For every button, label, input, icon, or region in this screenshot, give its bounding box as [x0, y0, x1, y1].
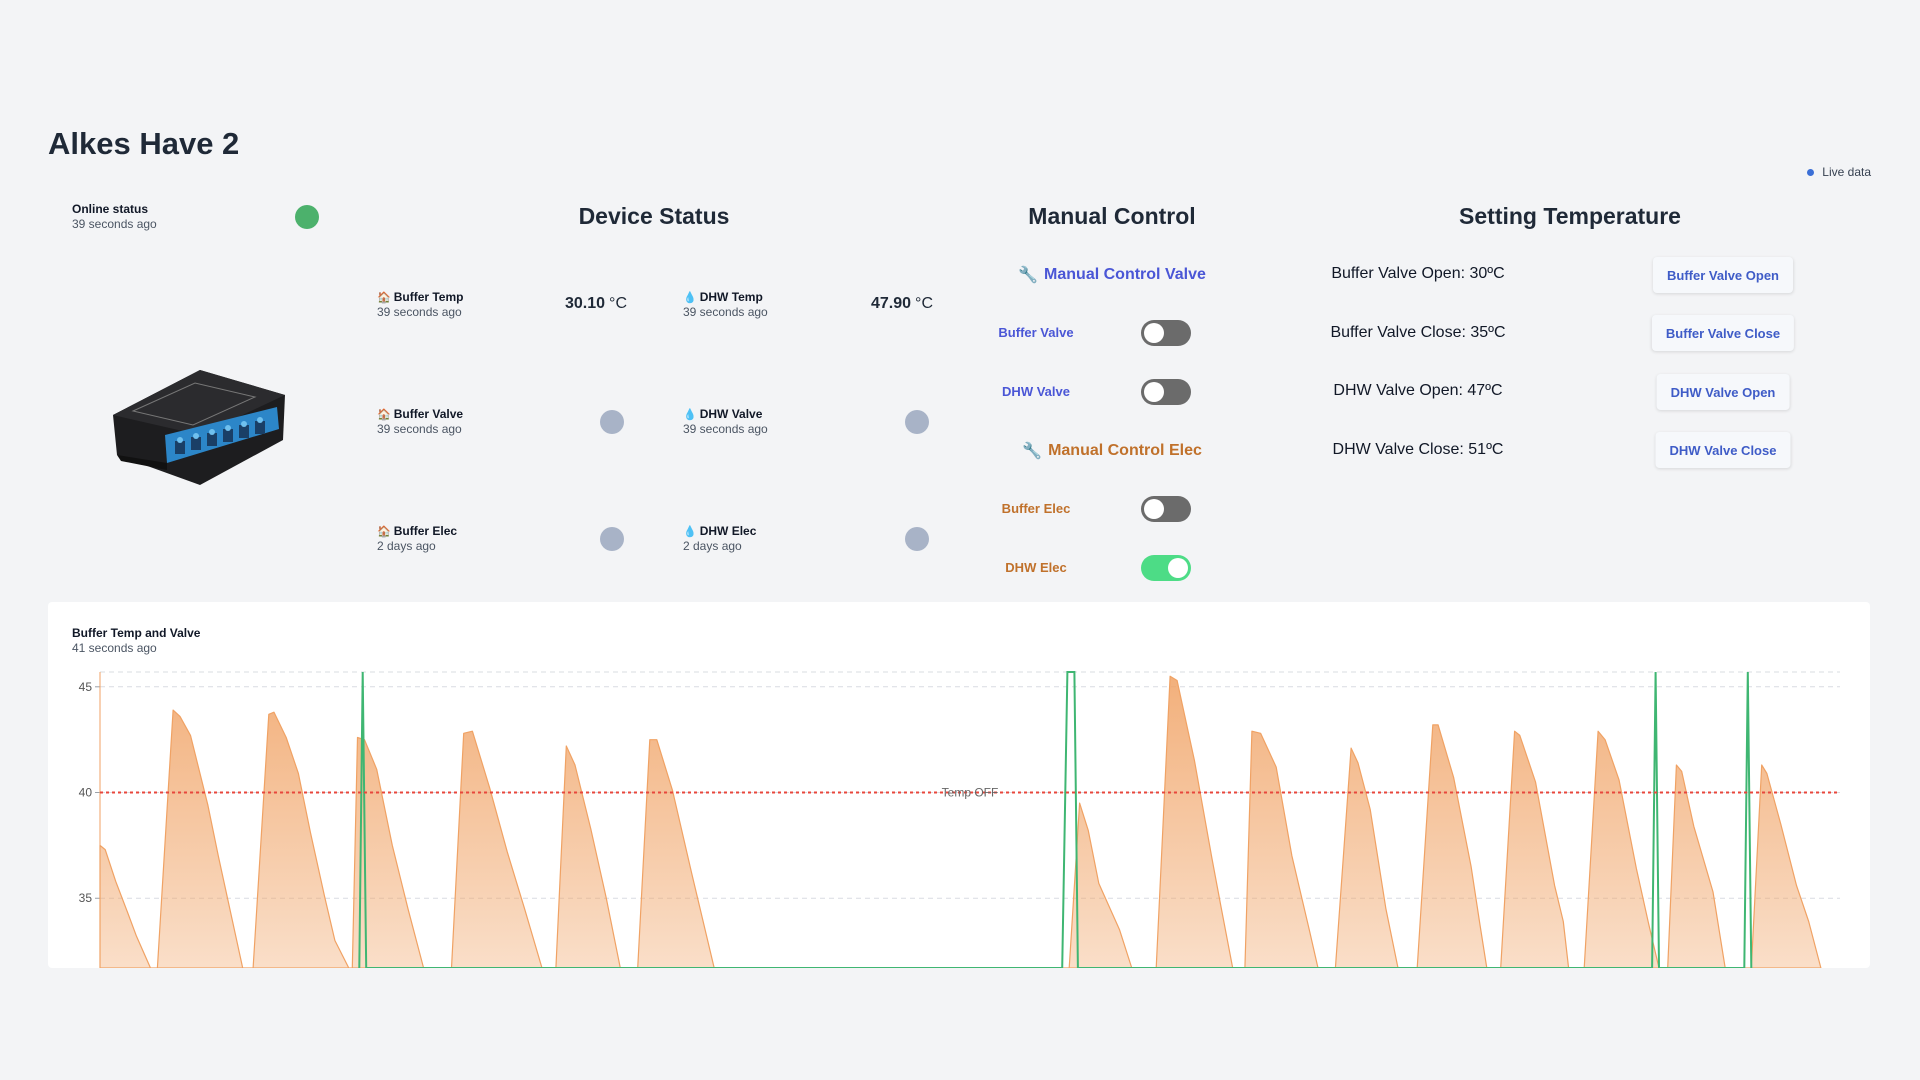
- house-icon: 🏠: [377, 291, 391, 304]
- status-item-dhw-temp: 💧 DHW Temp 39 seconds ago: [683, 290, 768, 319]
- dhw-elec-state-indicator: [905, 527, 929, 551]
- toggle-knob: [1144, 499, 1164, 519]
- dhw-valve-close-button[interactable]: DHW Valve Close: [1655, 432, 1791, 468]
- status-ago: 2 days ago: [683, 539, 742, 553]
- status-item-buffer-elec: 🏠 Buffer Elec 2 days ago: [377, 524, 457, 553]
- dhw-temp-unit: °C: [915, 295, 933, 312]
- dhw-temp-number: 47.90: [871, 295, 912, 312]
- dhw-temp-value: 47.90 °C: [871, 295, 933, 313]
- y-tick-label: 40: [79, 786, 93, 800]
- chart-card-title: Buffer Temp and Valve: [72, 626, 201, 640]
- status-ago: 39 seconds ago: [377, 305, 462, 319]
- manual-control-elec-heading: 🔧 Manual Control Elec: [1022, 441, 1202, 461]
- buffer-elec-toggle-label: Buffer Elec: [1001, 501, 1071, 516]
- toggle-knob: [1144, 323, 1164, 343]
- y-tick-label: 45: [79, 680, 93, 694]
- manual-control-elec-label: Manual Control Elec: [1048, 442, 1202, 459]
- buffer-elec-state-indicator: [600, 527, 624, 551]
- status-ago: 2 days ago: [377, 539, 436, 553]
- dhw-elec-toggle-label: DHW Elec: [1005, 560, 1067, 575]
- toggle-knob: [1144, 382, 1164, 402]
- buffer-valve-toggle-label: Buffer Valve: [998, 325, 1074, 340]
- online-status-indicator: [295, 205, 319, 229]
- status-name: DHW Valve: [699, 407, 763, 421]
- wrench-icon: 🔧: [1018, 267, 1039, 284]
- manual-control-valve-heading: 🔧 Manual Control Valve: [1018, 265, 1206, 285]
- status-name: Buffer Elec: [393, 524, 458, 538]
- live-dot-icon: [1807, 168, 1815, 176]
- status-ago: 39 seconds ago: [683, 305, 768, 319]
- buffer-valve-toggle[interactable]: [1141, 320, 1191, 346]
- buffer-valve-state-indicator: [600, 410, 624, 434]
- manual-control-valve-label: Manual Control Valve: [1044, 266, 1206, 283]
- buffer-temp-valve-chart: 35 40 45 Temp OFF: [79, 671, 1840, 968]
- status-item-buffer-temp: 🏠 Buffer Temp 39 seconds ago: [377, 290, 463, 319]
- status-item-buffer-valve: 🏠 Buffer Valve 39 seconds ago: [377, 407, 463, 436]
- manual-control-title: Manual Control: [1028, 203, 1196, 229]
- relay-module-device-image: [113, 370, 285, 485]
- wrench-icon: 🔧: [1022, 443, 1043, 460]
- toggle-knob: [1168, 558, 1188, 578]
- house-icon: 🏠: [377, 408, 391, 421]
- page-title: Alkes Have 2: [48, 126, 240, 161]
- live-data-indicator: Live data: [1807, 165, 1871, 179]
- dhw-elec-toggle[interactable]: [1141, 555, 1191, 581]
- chart-card: Buffer Temp and Valve 41 seconds ago 35 4…: [48, 602, 1870, 968]
- buffer-temp-value: 30.10 °C: [565, 295, 627, 313]
- dhw-valve-state-indicator: [905, 410, 929, 434]
- status-item-dhw-valve: 💧 DHW Valve 39 seconds ago: [683, 407, 768, 436]
- y-tick-label: 35: [79, 891, 93, 905]
- status-name: DHW Elec: [699, 524, 757, 538]
- dhw-valve-close-setting: DHW Valve Close: 51ºC: [1332, 441, 1504, 458]
- buffer-valve-close-button[interactable]: Buffer Valve Close: [1651, 315, 1795, 351]
- buffer-valve-close-setting: Buffer Valve Close: 35ºC: [1330, 324, 1506, 341]
- buffer-temp-area-series: [99, 675, 1822, 968]
- status-ago: 39 seconds ago: [683, 422, 768, 436]
- droplet-icon: 💧: [683, 291, 697, 304]
- droplet-icon: 💧: [683, 525, 697, 538]
- status-name: DHW Temp: [699, 290, 763, 304]
- buffer-elec-toggle[interactable]: [1141, 496, 1191, 522]
- status-item-dhw-elec: 💧 DHW Elec 2 days ago: [683, 524, 756, 553]
- online-status-label: Online status: [72, 202, 149, 216]
- dhw-valve-open-setting: DHW Valve Open: 47ºC: [1333, 382, 1503, 399]
- setting-temperature-title: Setting Temperature: [1459, 203, 1681, 229]
- status-ago: 39 seconds ago: [377, 422, 462, 436]
- device-status-title: Device Status: [578, 203, 730, 229]
- buffer-temp-unit: °C: [609, 295, 627, 312]
- house-icon: 🏠: [377, 525, 391, 538]
- dhw-valve-toggle-label: DHW Valve: [1002, 384, 1070, 399]
- buffer-valve-open-setting: Buffer Valve Open: 30ºC: [1331, 265, 1505, 282]
- online-status-ago: 39 seconds ago: [72, 217, 157, 231]
- buffer-valve-open-button[interactable]: Buffer Valve Open: [1653, 257, 1793, 293]
- droplet-icon: 💧: [683, 408, 697, 421]
- chart-card-ago: 41 seconds ago: [72, 641, 157, 655]
- status-name: Buffer Valve: [393, 407, 464, 421]
- dhw-valve-open-button[interactable]: DHW Valve Open: [1656, 374, 1790, 410]
- status-name: Buffer Temp: [393, 290, 464, 304]
- dhw-valve-toggle[interactable]: [1141, 379, 1191, 405]
- threshold-label: Temp OFF: [942, 786, 999, 800]
- live-data-label: Live data: [1822, 165, 1871, 179]
- buffer-temp-number: 30.10: [565, 295, 606, 312]
